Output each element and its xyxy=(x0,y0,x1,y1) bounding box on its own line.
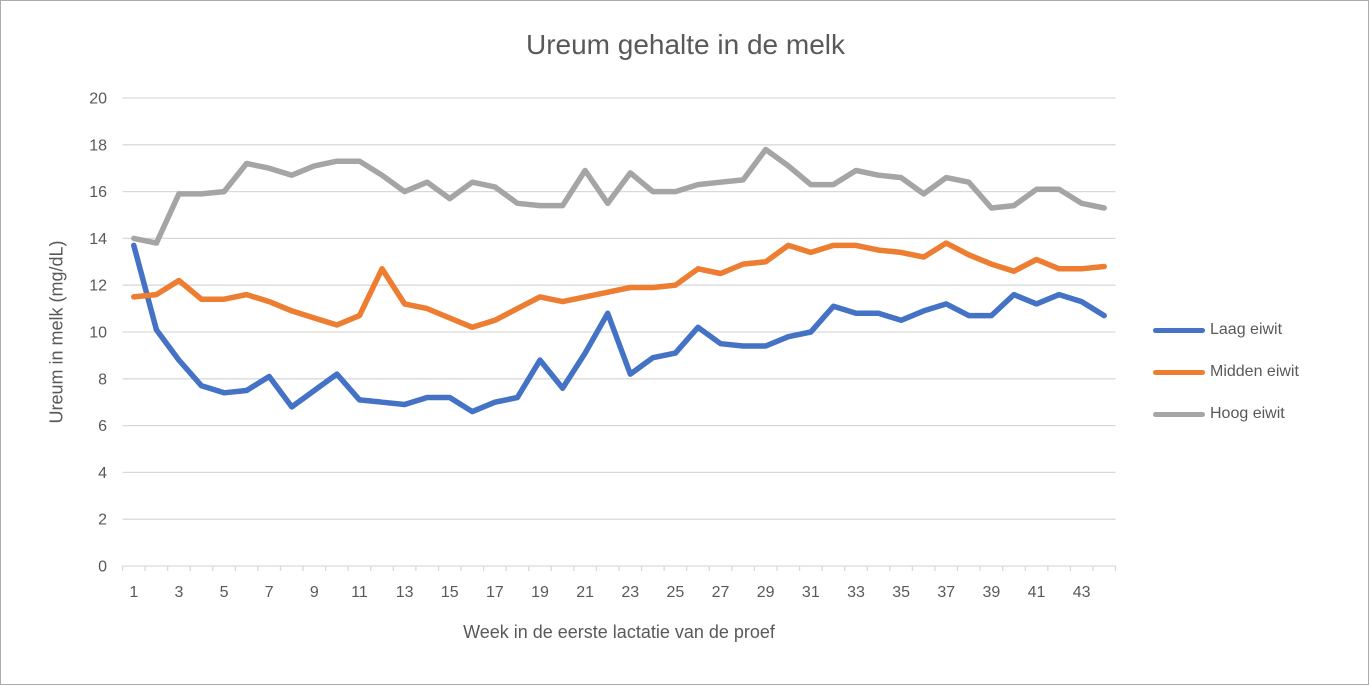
legend-label-laag-eiwit: Laag eiwit xyxy=(1210,321,1283,338)
x-tick-label-25: 25 xyxy=(667,584,685,601)
x-tick-label-9: 9 xyxy=(310,584,319,601)
x-tick-label-43: 43 xyxy=(1073,584,1091,601)
x-tick-label-39: 39 xyxy=(982,584,1000,601)
x-tick-label-19: 19 xyxy=(531,584,549,601)
x-tick-label-33: 33 xyxy=(847,584,865,601)
legend-swatch-midden-eiwit xyxy=(1153,369,1205,375)
y-tick-label-2: 2 xyxy=(98,512,107,529)
x-tick-label-21: 21 xyxy=(576,584,594,601)
y-tick-label-12: 12 xyxy=(89,278,107,295)
chart-title: Ureum gehalte in de melk xyxy=(525,29,846,60)
y-tick-label-6: 6 xyxy=(98,418,107,435)
x-tick-label-13: 13 xyxy=(396,584,414,601)
y-tick-label-10: 10 xyxy=(89,325,107,342)
legend-label-hoog-eiwit: Hoog eiwit xyxy=(1210,405,1285,422)
x-tick-label-17: 17 xyxy=(486,584,504,601)
x-tick-label-37: 37 xyxy=(937,584,955,601)
legend: Laag eiwit Midden eiwit Hoog eiwit xyxy=(1153,321,1299,423)
y-tick-label-0: 0 xyxy=(98,559,107,576)
y-tick-label-18: 18 xyxy=(89,137,107,154)
x-tick-label-15: 15 xyxy=(441,584,459,601)
legend-label-midden-eiwit: Midden eiwit xyxy=(1210,363,1299,380)
legend-item-laag-eiwit: Laag eiwit xyxy=(1153,321,1299,339)
x-tick-label-3: 3 xyxy=(174,584,183,601)
series-line-laag-eiwit xyxy=(131,242,1107,415)
x-tick-label-23: 23 xyxy=(621,584,639,601)
x-tick-label-11: 11 xyxy=(351,584,368,601)
legend-item-hoog-eiwit: Hoog eiwit xyxy=(1153,405,1299,423)
x-tick-label-27: 27 xyxy=(712,584,730,601)
y-tick-label-8: 8 xyxy=(98,371,107,388)
legend-item-midden-eiwit: Midden eiwit xyxy=(1153,363,1299,381)
y-tick-label-16: 16 xyxy=(89,184,107,201)
y-tick-label-14: 14 xyxy=(89,231,107,248)
x-tick-label-5: 5 xyxy=(220,584,229,601)
legend-swatch-laag-eiwit xyxy=(1153,327,1205,333)
x-tick-label-41: 41 xyxy=(1028,584,1046,601)
x-tick-label-35: 35 xyxy=(892,584,910,601)
x-tick-label-29: 29 xyxy=(757,584,775,601)
x-tick-label-7: 7 xyxy=(265,584,274,601)
x-axis-title: Week in de eerste lactatie van de proef xyxy=(463,622,775,642)
y-tick-label-4: 4 xyxy=(98,465,107,482)
x-tick-label-1: 1 xyxy=(129,584,138,601)
series-line-hoog-eiwit xyxy=(131,146,1107,246)
x-tick-label-31: 31 xyxy=(802,584,820,601)
y-tick-label-20: 20 xyxy=(89,91,107,108)
series-line-midden-eiwit xyxy=(131,240,1107,331)
legend-swatch-hoog-eiwit xyxy=(1153,411,1205,417)
